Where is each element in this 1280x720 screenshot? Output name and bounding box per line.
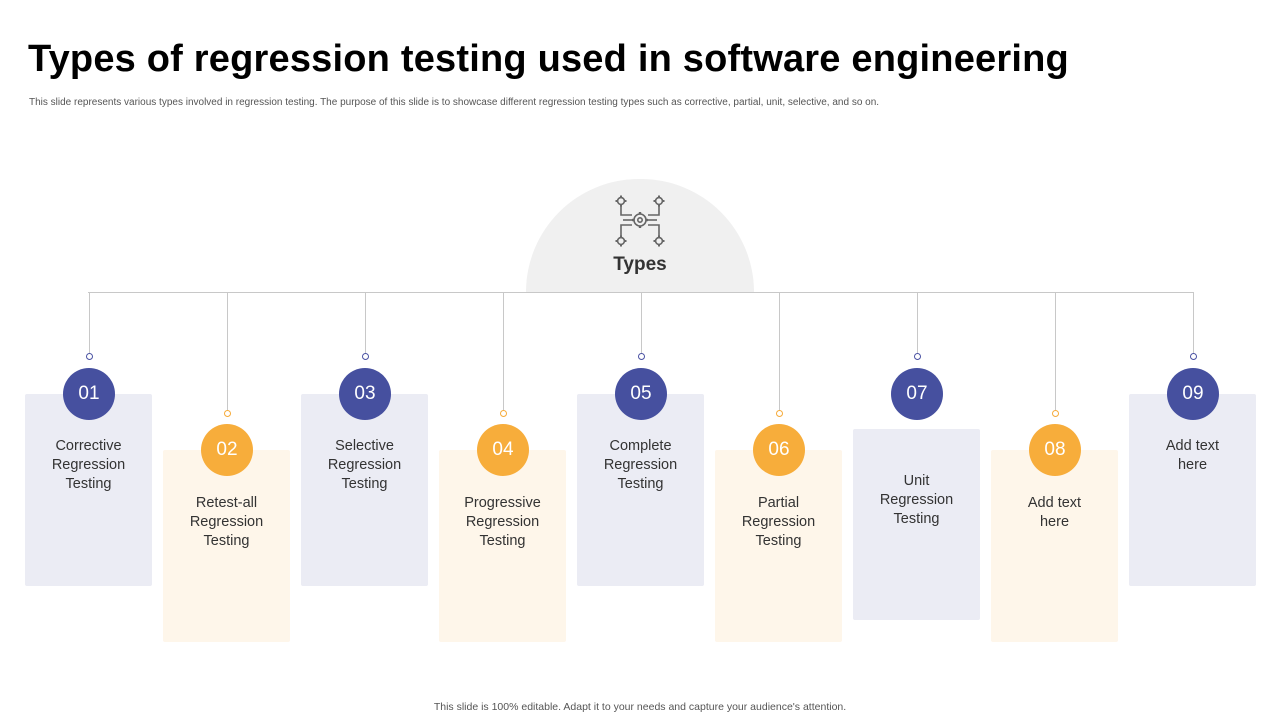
type-label-line: Progressive: [464, 495, 541, 511]
type-label: Unit Regression Testing: [853, 472, 980, 529]
connector-line: [88, 292, 1193, 293]
connector-drop: [89, 292, 90, 353]
type-label-line: Testing: [893, 511, 940, 527]
number-badge: 08: [1029, 424, 1081, 476]
number-badge: 07: [891, 368, 943, 420]
type-label: Corrective Regression Testing: [25, 437, 152, 494]
type-label-line: Regression: [603, 457, 678, 473]
type-label-line: Testing: [479, 533, 526, 549]
type-label-line: Add text: [1027, 495, 1082, 511]
connector-dot: [500, 410, 507, 417]
type-label-line: Corrective: [55, 438, 122, 454]
type-label-line: Unit: [903, 473, 930, 489]
type-card: [25, 394, 152, 586]
hub-label: Types: [613, 254, 667, 275]
type-card: [1129, 394, 1256, 586]
number-badge: 04: [477, 424, 529, 476]
type-label-line: Add text: [1165, 438, 1220, 454]
slide-subtitle: This slide represents various types invo…: [29, 97, 880, 108]
type-card: [301, 394, 428, 586]
connector-drop: [641, 292, 642, 353]
type-card: [577, 394, 704, 586]
number-badge: 02: [201, 424, 253, 476]
type-label: Retest-all Regression Testing: [163, 494, 290, 551]
connector-dot: [914, 353, 921, 360]
type-label-line: Regression: [879, 492, 954, 508]
type-label: Add text here: [1129, 437, 1256, 475]
type-label: Progressive Regression Testing: [439, 494, 566, 551]
type-label: Partial Regression Testing: [715, 494, 842, 551]
slide-footer: This slide is 100% editable. Adapt it to…: [433, 701, 847, 713]
type-label-line: Regression: [327, 457, 402, 473]
type-label-line: Complete: [609, 438, 672, 454]
type-label-line: Selective: [335, 438, 394, 454]
types-hub: Types: [526, 179, 754, 292]
connector-drop: [779, 292, 780, 410]
connector-dot: [1052, 410, 1059, 417]
connector-dot: [224, 410, 231, 417]
type-label-line: Testing: [203, 533, 250, 549]
type-card: [439, 450, 566, 642]
type-label-line: here: [1177, 457, 1208, 473]
number-badge: 03: [339, 368, 391, 420]
type-label-line: Testing: [341, 476, 388, 492]
connector-drop: [917, 292, 918, 353]
connector-dot: [1190, 353, 1197, 360]
type-label: Selective Regression Testing: [301, 437, 428, 494]
number-badge: 01: [63, 368, 115, 420]
type-card: [991, 450, 1118, 642]
connector-drop: [1055, 292, 1056, 410]
type-card: [163, 450, 290, 642]
connector-drop: [503, 292, 504, 410]
number-badge: 06: [753, 424, 805, 476]
type-label-line: Testing: [755, 533, 802, 549]
slide-title: Types of regression testing used in soft…: [28, 38, 1069, 80]
connector-dot: [362, 353, 369, 360]
type-card: [853, 429, 980, 620]
connector-drop: [1193, 292, 1194, 353]
connector-dot: [86, 353, 93, 360]
type-label-line: Regression: [465, 514, 540, 530]
number-badge: 05: [615, 368, 667, 420]
type-label-line: Partial: [757, 495, 800, 511]
type-card: [715, 450, 842, 642]
type-label-line: Testing: [617, 476, 664, 492]
type-label-line: Testing: [65, 476, 112, 492]
connector-dot: [776, 410, 783, 417]
type-label-line: Retest-all: [195, 495, 258, 511]
type-label-line: Regression: [189, 514, 264, 530]
type-label-line: here: [1039, 514, 1070, 530]
type-label: Add text here: [991, 494, 1118, 532]
connector-dot: [638, 353, 645, 360]
type-label: Complete Regression Testing: [577, 437, 704, 494]
connector-drop: [227, 292, 228, 410]
connector-drop: [365, 292, 366, 353]
type-label-line: Regression: [51, 457, 126, 473]
gear-network-icon: [615, 195, 665, 247]
number-badge: 09: [1167, 368, 1219, 420]
type-label-line: Regression: [741, 514, 816, 530]
